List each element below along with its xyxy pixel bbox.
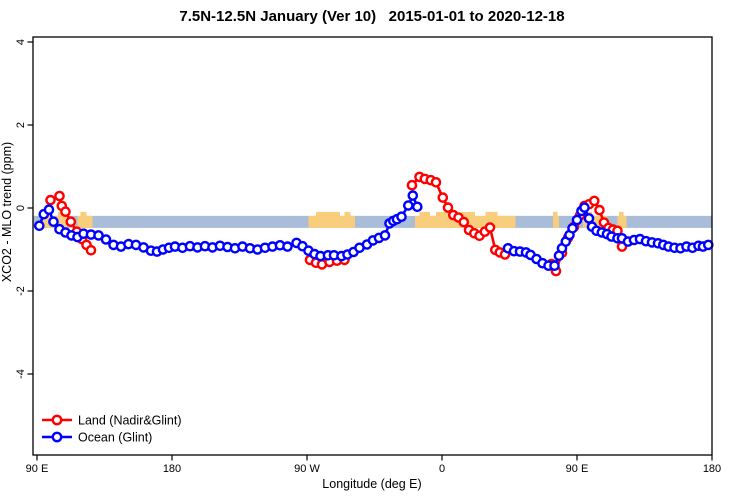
series-ocean-point: [100, 234, 112, 245]
coast-bump: [80, 211, 87, 217]
coast-bump: [553, 211, 558, 217]
coast-bump: [419, 211, 430, 217]
y-axis: 4 2 0 -2 -4: [15, 39, 33, 379]
series-land-point: [594, 204, 605, 216]
coast-bump: [485, 211, 498, 217]
series-land-point: [437, 192, 449, 203]
series-ocean-point: [549, 260, 560, 272]
x-axis-title: Longitude (deg E): [322, 477, 422, 491]
coast-bump: [619, 211, 624, 217]
x-tick-label: 90 E: [26, 463, 49, 475]
y-axis-title: XCO2 - MLO trend (ppm): [0, 141, 14, 283]
coast-bump: [316, 211, 340, 217]
series-land-point: [54, 190, 65, 202]
series-ocean-point: [571, 214, 583, 226]
x-tick-label: 180: [703, 463, 721, 475]
legend-marker: [51, 414, 63, 426]
series-land-point: [45, 194, 56, 206]
plot-frame: [32, 36, 713, 456]
series-ocean-point: [396, 211, 407, 222]
x-axis: 90 E 180 90 W 0 90 E 180: [26, 455, 721, 475]
series-ocean-point: [579, 202, 590, 213]
x-tick-label: 180: [163, 463, 181, 475]
land-patch: [308, 215, 355, 228]
series-land-point: [406, 179, 418, 191]
series-ocean-point: [402, 200, 414, 211]
chart-title: 7.5N-12.5N January (Ver 10) 2015-01-01 t…: [179, 8, 565, 25]
series-ocean-point: [703, 239, 714, 251]
series-land-point: [589, 195, 600, 207]
x-tick-label: 0: [439, 463, 445, 475]
series-ocean-point: [34, 220, 45, 232]
land-patch: [617, 215, 627, 228]
coast-bump: [344, 211, 351, 217]
legend: Land (Nadir&Glint) Ocean (Glint): [42, 414, 182, 445]
series-ocean-point: [48, 216, 59, 227]
series-ocean-point: [379, 230, 391, 241]
y-tick-label: 2: [15, 122, 27, 128]
series-ocean-point: [43, 204, 55, 215]
series-land-point: [458, 216, 470, 228]
legend-label: Land (Nadir&Glint): [78, 414, 182, 428]
series-land-point: [85, 244, 97, 256]
y-tick-label: -4: [15, 369, 27, 379]
x-tick-label: 90 W: [294, 463, 320, 475]
coast-bump: [461, 211, 475, 217]
y-tick-label: -2: [15, 286, 27, 296]
series-ocean-point: [282, 241, 293, 252]
series-ocean-point: [407, 190, 419, 201]
y-tick-label: 4: [15, 39, 27, 45]
land-patch: [77, 215, 93, 228]
legend-label: Ocean (Glint): [78, 431, 152, 445]
series-land-point: [65, 216, 77, 227]
series-land-point: [60, 206, 71, 217]
series-ocean-point: [567, 222, 578, 234]
series-land-point: [442, 202, 454, 213]
series-ocean-point: [583, 213, 595, 224]
series-ocean-point: [411, 201, 423, 213]
series-land-point: [430, 176, 442, 188]
legend-marker: [51, 431, 63, 443]
series-ocean-point: [93, 230, 104, 241]
coast-bump: [436, 211, 456, 217]
land-patch: [553, 215, 559, 228]
series-land-point: [484, 222, 496, 233]
x-tick-label: 90 E: [566, 463, 589, 475]
y-tick-label: 0: [15, 205, 27, 211]
series-ocean: [34, 190, 714, 272]
